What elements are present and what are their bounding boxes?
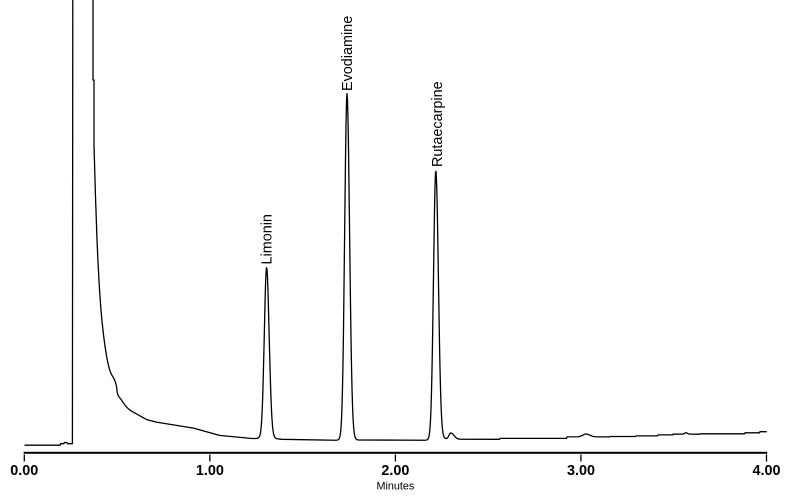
svg-text:Limonin: Limonin [260, 214, 276, 264]
svg-text:1.00: 1.00 [196, 463, 224, 479]
svg-text:3.00: 3.00 [567, 463, 595, 479]
svg-text:4.00: 4.00 [752, 463, 780, 479]
svg-text:Minutes: Minutes [376, 480, 414, 492]
svg-text:0.00: 0.00 [10, 463, 38, 479]
svg-text:Rutaecarpine: Rutaecarpine [430, 81, 446, 167]
svg-text:2.00: 2.00 [381, 463, 409, 479]
svg-text:Evodiamine: Evodiamine [340, 16, 356, 91]
